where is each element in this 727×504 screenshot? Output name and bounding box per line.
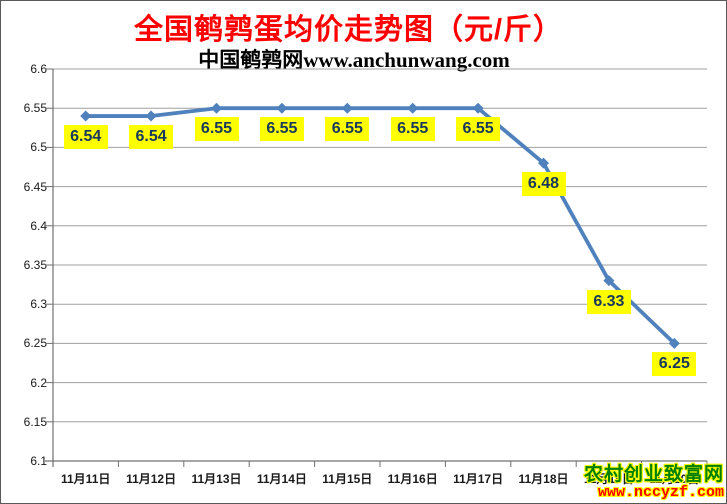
data-point-label: 6.48 xyxy=(521,172,566,197)
data-point-label: 6.55 xyxy=(325,117,370,142)
chart-title: 全国鹌鹑蛋均价走势图（元/斤） xyxy=(133,14,564,46)
data-point-marker xyxy=(603,275,615,287)
x-axis-tick-label: 11月14日 xyxy=(256,472,307,486)
data-point-label: 6.25 xyxy=(652,352,697,377)
y-axis-tick-label: 6.1 xyxy=(30,454,47,468)
x-axis-tick-label: 11月18日 xyxy=(518,472,569,486)
watermark-site-name: 农村创业致富网 xyxy=(583,464,724,486)
x-axis-tick-label: 11月15日 xyxy=(322,472,373,486)
y-axis-tick-label: 6.3 xyxy=(30,297,47,312)
data-point-marker xyxy=(472,102,484,114)
data-point-marker xyxy=(80,110,92,122)
data-point-label: 6.55 xyxy=(194,117,239,142)
y-axis-tick-label: 6.45 xyxy=(23,179,47,194)
y-axis-tick-label: 6.25 xyxy=(23,336,47,351)
data-point-label: 6.55 xyxy=(456,117,501,142)
data-point-marker xyxy=(276,102,288,114)
data-point-marker xyxy=(211,102,222,114)
x-axis-tick-label: 11月13日 xyxy=(191,472,242,486)
y-axis-tick-label: 6.4 xyxy=(30,218,47,233)
y-axis-tick-label: 6.15 xyxy=(23,414,47,429)
data-point-marker xyxy=(341,102,353,114)
price-series-line xyxy=(83,106,677,346)
data-point-label: 6.33 xyxy=(586,289,631,314)
data-point-marker xyxy=(668,337,680,349)
x-axis-tick-label: 11月20日 xyxy=(649,472,700,486)
watermark: 农村创业致富网 www.nccyzf.com xyxy=(584,465,724,501)
x-axis-tick-label: 11月11日 xyxy=(61,472,111,486)
y-axis-tick-label: 6.2 xyxy=(30,375,47,390)
x-axis-tick-label: 11月12日 xyxy=(126,472,177,486)
y-axis-tick-label: 6.35 xyxy=(23,258,47,272)
x-axis-tick-label: 11月17日 xyxy=(453,472,504,486)
data-point-label: 6.55 xyxy=(259,117,304,142)
y-axis-tick-label: 6.5 xyxy=(30,140,47,155)
chart-subtitle: 中国鹌鹑网www.anchunwang.com xyxy=(198,48,510,72)
x-axis-tick-label: 11月19日 xyxy=(583,472,634,486)
data-point-label: 6.54 xyxy=(63,125,108,150)
data-point-label: 6.55 xyxy=(390,117,435,142)
watermark-site-url: www.nccyzf.com xyxy=(597,484,724,502)
data-point-label: 6.54 xyxy=(129,125,174,150)
x-axis-tick-label: 11月16日 xyxy=(387,472,438,486)
y-axis-tick-label: 6.55 xyxy=(23,101,47,116)
data-point-marker xyxy=(407,102,419,114)
data-point-marker xyxy=(538,157,549,169)
y-axis-tick-label: 6.6 xyxy=(30,62,47,76)
data-point-marker xyxy=(145,110,157,122)
